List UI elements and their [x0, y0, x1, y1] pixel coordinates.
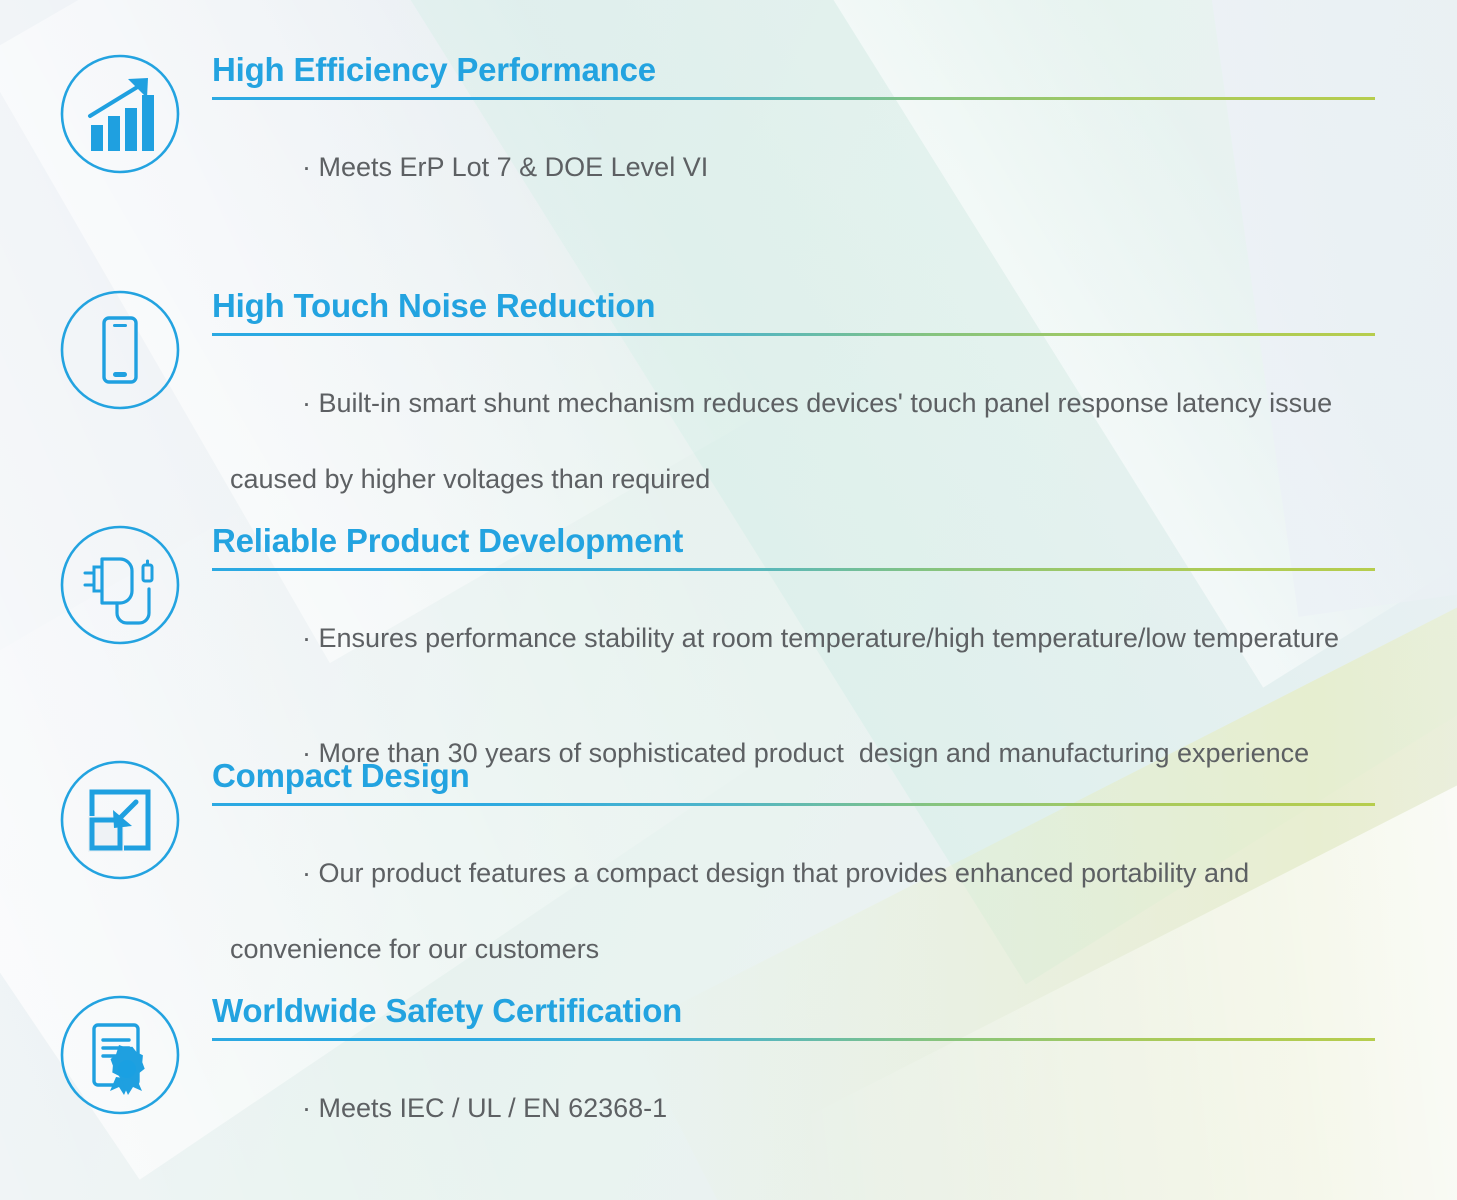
feature-divider — [212, 803, 1375, 807]
compact-shrink-icon — [58, 758, 182, 882]
feature-divider — [212, 333, 1375, 337]
feature-title: High Touch Noise Reduction — [212, 287, 656, 324]
bullet-text: · Ensures performance stability at room … — [302, 622, 1339, 653]
feature-bullet-line: · Meets IEC / UL / EN 62368-1 — [212, 1050, 1375, 1165]
feature-bullet-line: · Ensures performance stability at room … — [212, 580, 1375, 695]
feature-bullets: · Meets IEC / UL / EN 62368-1 — [212, 1050, 1375, 1165]
feature-bullets: · Meets ErP Lot 7 & DOE Level VI — [212, 109, 1375, 224]
power-adapter-icon — [58, 523, 182, 647]
feature-body: High Efficiency Performance · Meets ErP … — [212, 51, 1375, 224]
growth-bar-chart-icon — [58, 52, 182, 176]
feature-title: High Efficiency Performance — [212, 51, 656, 88]
bullet-continuation: convenience for our customers — [230, 934, 600, 965]
feature-divider — [212, 97, 1375, 101]
bullet-text: · Our product features a compact design … — [302, 857, 1250, 888]
feature-title: Reliable Product Development — [212, 522, 684, 559]
bullet-text: · Built-in smart shunt mechanism reduces… — [302, 387, 1333, 418]
smartphone-icon — [58, 288, 182, 412]
feature-body: Worldwide Safety Certification · Meets I… — [212, 992, 1375, 1165]
feature-title: Compact Design — [212, 757, 470, 794]
feature-divider — [212, 1038, 1375, 1042]
bullet-continuation: caused by higher voltages than required — [230, 464, 711, 495]
certificate-award-icon — [58, 993, 182, 1117]
feature-bullet-line: · Meets ErP Lot 7 & DOE Level VI — [212, 109, 1375, 224]
bullet-text: · Meets ErP Lot 7 & DOE Level VI — [302, 151, 709, 182]
bullet-text: · Meets IEC / UL / EN 62368-1 — [302, 1092, 668, 1123]
feature-divider — [212, 568, 1375, 572]
feature-title: Worldwide Safety Certification — [212, 992, 683, 1029]
